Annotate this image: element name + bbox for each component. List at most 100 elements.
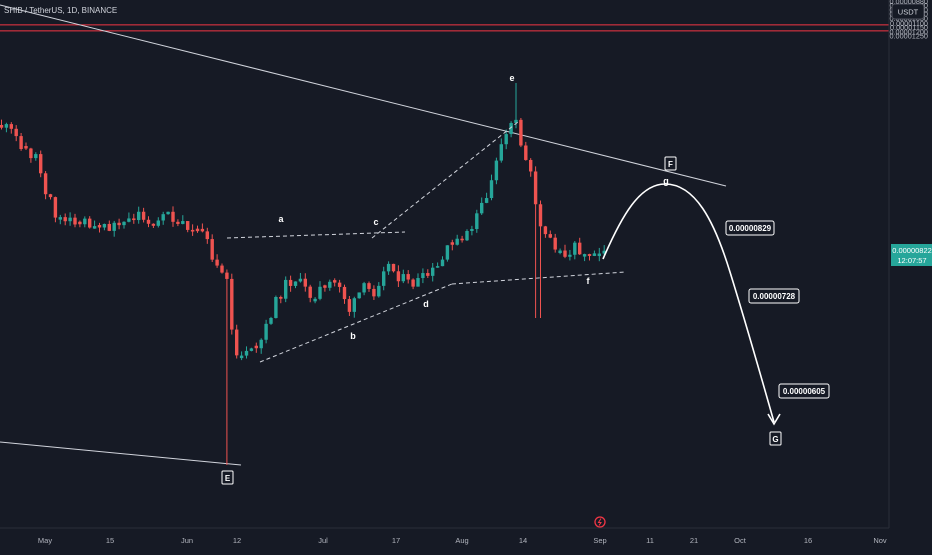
dashed-line-d[interactable]	[451, 271, 626, 285]
candle-body	[460, 238, 464, 241]
candle-body	[328, 281, 332, 288]
candle-body	[347, 299, 352, 312]
event-flash-icon[interactable]	[594, 516, 606, 528]
time-tick-label: 16	[804, 536, 812, 545]
candle	[239, 351, 244, 361]
candle-body	[43, 173, 48, 195]
candle	[533, 166, 538, 318]
candle	[73, 213, 77, 228]
candle	[274, 295, 278, 319]
box-label-E-group[interactable]: E	[221, 470, 234, 485]
candle-body	[205, 231, 209, 240]
candle	[284, 276, 288, 303]
target-1[interactable]: 0.00000728	[748, 288, 800, 304]
time-tick-label: Jul	[318, 536, 328, 545]
candle-body	[553, 237, 557, 250]
candle-body	[48, 194, 53, 198]
target-0[interactable]: 0.00000829	[725, 220, 775, 236]
currency-button[interactable]: USDT	[891, 3, 925, 20]
candle	[426, 269, 430, 278]
candle-body	[186, 221, 190, 230]
upper-trendline[interactable]	[0, 4, 727, 187]
candle	[592, 250, 597, 257]
candle-body	[293, 281, 298, 286]
candle-body	[53, 197, 58, 218]
candle-body	[137, 211, 141, 221]
candle-body	[102, 223, 107, 228]
candle-body	[230, 278, 234, 330]
candle-body	[215, 259, 219, 266]
candle-body	[573, 242, 577, 255]
candle-body	[313, 298, 317, 302]
currency-button-label: USDT	[898, 8, 919, 17]
time-axis[interactable]: May 15 Jun 12 Jul 17 Aug 14 Sep 11 21 Oct 16 Nov	[38, 536, 887, 545]
candle-body	[176, 221, 180, 224]
candle-body	[406, 274, 410, 280]
candle-body	[112, 222, 116, 231]
candle-body	[524, 145, 528, 160]
candle	[43, 171, 48, 200]
candle-body	[333, 280, 337, 283]
lower-trendline[interactable]	[0, 441, 242, 466]
time-tick-label: Sep	[593, 536, 606, 545]
candles-layer	[0, 83, 606, 465]
candle-body	[421, 273, 425, 279]
resistance-levels	[0, 24, 889, 32]
projection-path[interactable]	[602, 183, 775, 423]
candle	[401, 269, 405, 284]
box-label-F-group[interactable]: F	[664, 156, 677, 171]
candle-body	[362, 283, 366, 293]
candle-body	[92, 226, 97, 229]
candle-body	[592, 253, 597, 256]
candle-body	[244, 350, 249, 356]
candle-body	[97, 225, 102, 228]
candle	[504, 129, 508, 150]
target-label-2: 0.00000605	[783, 387, 826, 396]
time-tick-label: 21	[690, 536, 698, 545]
candle	[421, 268, 425, 284]
candle	[215, 254, 219, 268]
candle-body	[9, 124, 13, 129]
candle	[254, 342, 258, 353]
candle	[112, 220, 116, 237]
candle-body	[190, 229, 195, 232]
candle-body	[489, 180, 494, 199]
wave-label-b: b	[350, 331, 356, 341]
candle-body	[29, 148, 33, 159]
candle	[435, 262, 440, 268]
candle	[63, 213, 67, 226]
candle	[342, 284, 347, 304]
candle	[357, 292, 361, 299]
candle	[475, 209, 479, 233]
candle	[151, 223, 156, 229]
candle	[553, 233, 557, 253]
candle	[293, 281, 298, 289]
candle-body	[401, 274, 405, 282]
last-price-badge-bg	[891, 244, 932, 266]
box-label-F: F	[668, 160, 673, 169]
target-2[interactable]: 0.00000605	[778, 383, 830, 399]
candle-body	[249, 348, 254, 351]
candle	[318, 281, 322, 301]
candle	[352, 296, 356, 318]
candle	[68, 212, 72, 226]
candle	[83, 216, 87, 228]
candle-body	[440, 259, 445, 267]
dashed-line-c[interactable]	[371, 121, 519, 239]
candle-body	[386, 263, 391, 272]
candle	[303, 273, 307, 292]
candle	[431, 262, 435, 282]
candle-body	[602, 250, 606, 254]
box-label-G-group[interactable]: G	[769, 431, 782, 446]
candle	[34, 152, 38, 161]
candle	[333, 278, 337, 287]
price-tick-label: 0.00001150	[890, 23, 928, 32]
candle-body	[587, 254, 592, 256]
last-price-badge: 0.00000822 12:07:57	[891, 244, 932, 266]
candle-body	[210, 239, 214, 260]
candle-body	[568, 254, 572, 257]
dashed-line-a[interactable]	[226, 231, 406, 239]
